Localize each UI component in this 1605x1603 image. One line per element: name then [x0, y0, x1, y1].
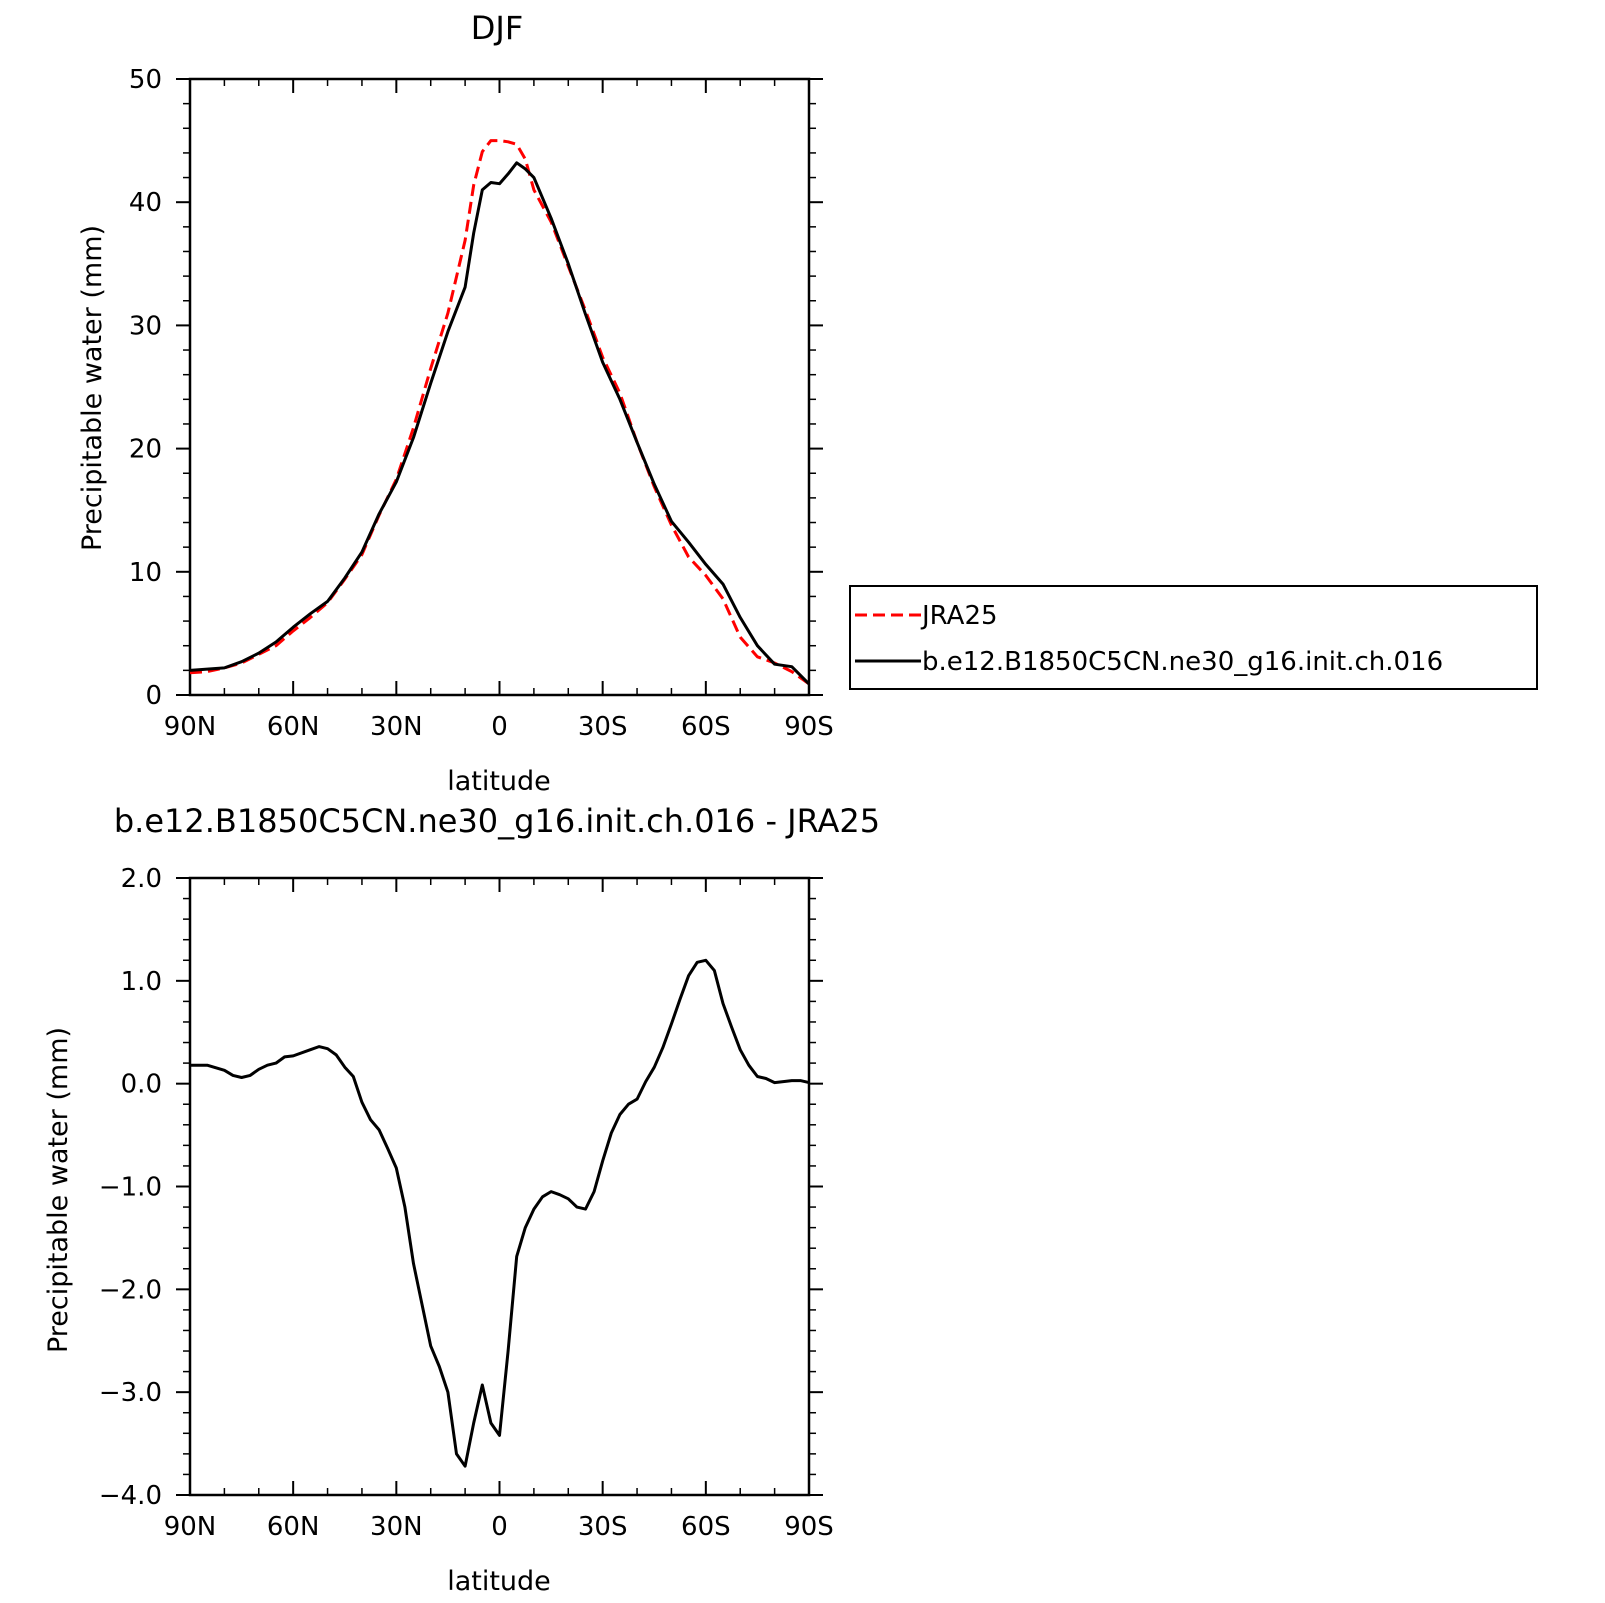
top-y-tick-label: 20: [129, 435, 162, 465]
top-plot-frame: [188, 77, 811, 697]
bottom-y-tick-label: −2.0: [99, 1275, 162, 1305]
top-panel: DJF 90N 60N 30N 0 30S 60S 90S 0 10 20 30 40 50 latit…: [77, 9, 1538, 797]
top-tick-labels: 90N 60N 30N 0 30S 60S 90S 0 10 20 30 40 50: [129, 65, 834, 742]
bottom-tick-labels: 90N 60N 30N 0 30S 60S 90S 2.0 1.0 0.0 −1.0 −2.0 −3.0…: [99, 864, 834, 1542]
bottom-axis-ticks: [176, 877, 823, 1496]
top-y-tick-label: 30: [129, 311, 162, 341]
bottom-x-tick-label: 60N: [267, 1512, 320, 1542]
bottom-y-tick-label: −1.0: [99, 1173, 162, 1203]
bottom-x-tick-label: 30S: [578, 1512, 628, 1542]
top-x-tick-label: 30N: [370, 712, 423, 742]
legend: JRA25 b.e12.B1850C5CN.ne30_g16.init.ch.0…: [849, 585, 1538, 690]
legend-label-jra25: JRA25: [920, 601, 998, 631]
bottom-y-tick-label: −4.0: [99, 1481, 162, 1511]
top-chart-title: DJF: [471, 9, 523, 47]
top-y-tick-label: 10: [129, 558, 162, 588]
top-y-axis-label: Precipitable water (mm): [77, 225, 108, 551]
top-x-tick-label: 60S: [681, 712, 731, 742]
bottom-y-tick-label: −3.0: [99, 1378, 162, 1408]
bottom-x-tick-label: 0: [491, 1512, 508, 1542]
top-x-tick-label: 0: [491, 712, 508, 742]
top-series-line-jra25: [189, 139, 810, 686]
top-y-tick-label: 0: [145, 681, 162, 711]
bottom-x-tick-label: 90N: [164, 1512, 217, 1542]
bottom-series-group: [190, 958, 810, 1468]
bottom-y-tick-label: 1.0: [121, 967, 162, 997]
top-series-group: [189, 139, 811, 686]
bottom-x-axis-label: latitude: [447, 1566, 551, 1597]
bottom-chart-title: b.e12.B1850C5CN.ne30_g16.init.ch.016 - J…: [114, 802, 880, 840]
bottom-x-tick-label: 30N: [370, 1512, 423, 1542]
top-x-tick-label: 90S: [784, 712, 834, 742]
legend-box: [849, 585, 1538, 690]
bottom-x-tick-label: 60S: [681, 1512, 731, 1542]
bottom-y-tick-label: 0.0: [121, 1070, 162, 1100]
bottom-plot-frame: [188, 876, 811, 1497]
legend-label-model: b.e12.B1850C5CN.ne30_g16.init.ch.016: [922, 647, 1443, 677]
top-series-line-model: [189, 161, 811, 685]
bottom-y-axis-label: Precipitable water (mm): [43, 1027, 74, 1353]
bottom-panel: b.e12.B1850C5CN.ne30_g16.init.ch.016 - J…: [43, 802, 880, 1597]
bottom-series-line-difference: [190, 958, 810, 1468]
top-x-tick-label: 30S: [578, 712, 628, 742]
bottom-y-tick-label: 2.0: [121, 864, 162, 894]
top-axis-ticks: [176, 78, 823, 696]
top-y-tick-label: 40: [129, 188, 162, 218]
top-y-tick-label: 50: [129, 65, 162, 95]
top-x-tick-label: 60N: [267, 712, 320, 742]
top-x-axis-label: latitude: [447, 766, 551, 797]
bottom-x-tick-label: 90S: [784, 1512, 834, 1542]
top-x-tick-label: 90N: [164, 712, 217, 742]
